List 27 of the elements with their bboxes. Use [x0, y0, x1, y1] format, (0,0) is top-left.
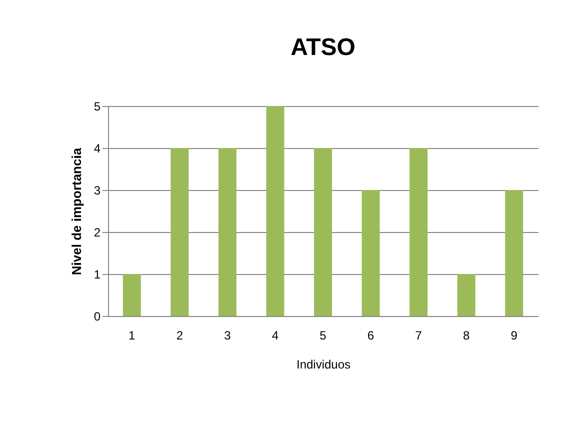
bar	[410, 148, 428, 316]
x-tick-label: 9	[510, 328, 518, 342]
y-axis-title: Nivel de importancia	[68, 147, 84, 276]
y-tick-label: 0	[94, 310, 101, 324]
y-tick-label: 3	[94, 184, 101, 198]
x-tick-label: 5	[320, 328, 327, 342]
x-tick-label: 1	[128, 328, 136, 342]
bar	[505, 190, 524, 316]
x-tick-label: 2	[176, 328, 184, 342]
bar	[362, 190, 380, 316]
x-axis-title: Individuos	[296, 358, 351, 372]
x-tick-label: 6	[367, 328, 374, 342]
x-tick-label: 7	[415, 328, 422, 342]
x-tick-label: 3	[224, 328, 232, 342]
bar	[457, 274, 476, 316]
bar	[122, 274, 141, 316]
chart-title: ATSO	[290, 34, 356, 61]
x-tick-label: 8	[462, 328, 470, 342]
y-tick-label: 5	[94, 100, 101, 114]
x-tick-label: 4	[272, 328, 279, 342]
y-tick-label: 1	[94, 268, 101, 282]
bar	[266, 106, 284, 316]
bar	[170, 148, 189, 316]
y-tick-label: 2	[94, 226, 101, 240]
bar	[314, 148, 332, 316]
y-tick-label: 4	[94, 142, 101, 156]
bar	[218, 148, 236, 316]
